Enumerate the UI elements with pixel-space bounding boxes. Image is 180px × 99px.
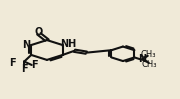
Text: CH₃: CH₃ [140, 50, 156, 59]
Text: F: F [21, 64, 28, 74]
Text: NH: NH [60, 39, 76, 49]
Text: F: F [31, 60, 38, 70]
Text: N: N [22, 40, 31, 50]
Text: O: O [34, 27, 42, 37]
Text: F: F [9, 58, 16, 68]
Text: N: N [138, 54, 146, 64]
Text: CH₃: CH₃ [141, 60, 157, 69]
